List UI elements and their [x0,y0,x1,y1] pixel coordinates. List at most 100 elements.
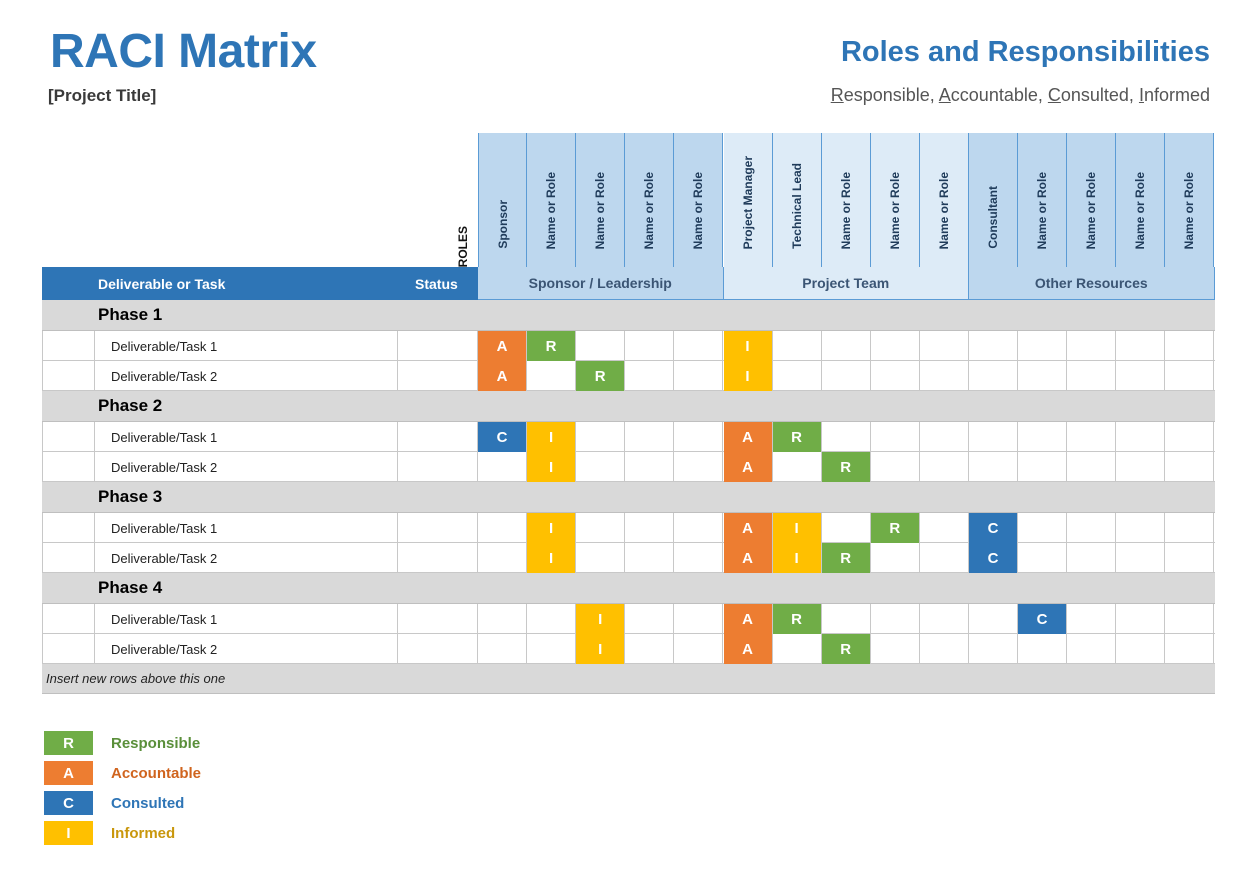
raci-cell[interactable] [969,331,1018,361]
role-header-4[interactable]: Name or Role [625,133,675,267]
status-cell[interactable] [398,452,478,482]
raci-cell[interactable] [674,361,724,391]
status-cell[interactable] [398,604,478,634]
raci-cell[interactable] [920,452,969,482]
role-header-2[interactable]: Name or Role [527,133,577,267]
raci-cell[interactable]: A [723,604,773,634]
raci-cell[interactable] [920,422,969,452]
raci-cell[interactable] [1067,331,1117,361]
raci-cell[interactable] [1067,543,1117,573]
raci-cell[interactable] [871,422,920,452]
raci-cell[interactable] [1116,422,1166,452]
raci-cell[interactable] [871,452,920,482]
raci-cell[interactable] [674,634,724,664]
raci-cell[interactable]: R [772,604,822,634]
raci-cell[interactable]: I [527,543,577,573]
raci-cell[interactable] [822,513,871,543]
raci-cell[interactable]: R [772,422,822,452]
phase-label[interactable]: Phase 3 [98,487,163,506]
row-index-cell[interactable] [42,634,95,664]
raci-cell[interactable] [871,543,920,573]
raci-cell[interactable]: A [478,361,527,391]
raci-cell[interactable] [920,331,969,361]
raci-cell[interactable] [1067,422,1117,452]
raci-cell[interactable] [1018,513,1068,543]
raci-cell[interactable]: R [821,452,871,482]
phase-label[interactable]: Phase 4 [98,578,163,597]
raci-cell[interactable] [1116,331,1166,361]
raci-cell[interactable] [478,543,527,573]
row-index-cell[interactable] [42,452,95,482]
raci-cell[interactable] [969,361,1018,391]
role-header-3[interactable]: Name or Role [576,133,626,267]
raci-cell[interactable] [1067,513,1117,543]
raci-cell[interactable] [625,331,675,361]
raci-cell[interactable] [822,331,871,361]
raci-cell[interactable]: A [723,422,773,452]
raci-cell[interactable]: I [723,361,773,391]
raci-cell[interactable] [1116,361,1166,391]
raci-cell[interactable]: R [527,331,577,361]
raci-cell[interactable] [871,361,920,391]
role-header-1[interactable]: Sponsor [478,133,527,267]
raci-cell[interactable]: R [870,513,920,543]
status-cell[interactable] [398,543,478,573]
raci-cell[interactable] [674,604,724,634]
raci-cell[interactable] [1067,452,1117,482]
raci-cell[interactable] [1018,452,1068,482]
raci-cell[interactable]: R [576,361,626,391]
task-name-cell[interactable]: Deliverable/Task 1 [95,422,398,452]
raci-cell[interactable] [1018,422,1068,452]
role-header-9[interactable]: Name or Role [870,133,920,267]
raci-cell[interactable] [1116,634,1166,664]
raci-cell[interactable] [576,543,626,573]
project-title[interactable]: [Project Title] [48,86,157,105]
raci-cell[interactable] [527,634,577,664]
role-header-14[interactable]: Name or Role [1116,133,1166,267]
raci-cell[interactable] [576,513,626,543]
raci-cell[interactable] [1165,331,1215,361]
raci-cell[interactable] [625,513,675,543]
raci-cell[interactable] [527,604,577,634]
raci-cell[interactable] [822,604,871,634]
task-name-cell[interactable]: Deliverable/Task 1 [95,513,398,543]
raci-cell[interactable] [1067,604,1117,634]
raci-cell[interactable]: A [478,331,527,361]
raci-cell[interactable] [1165,361,1215,391]
raci-cell[interactable] [478,604,527,634]
raci-cell[interactable]: A [723,513,773,543]
raci-cell[interactable] [822,361,871,391]
row-index-cell[interactable] [42,331,95,361]
status-cell[interactable] [398,634,478,664]
raci-cell[interactable] [527,361,577,391]
raci-cell[interactable] [1165,422,1215,452]
row-index-cell[interactable] [42,422,95,452]
phase-label[interactable]: Phase 2 [98,396,163,415]
raci-cell[interactable] [1165,543,1215,573]
role-header-12[interactable]: Name or Role [1018,133,1068,267]
raci-cell[interactable]: R [821,543,871,573]
task-name-cell[interactable]: Deliverable/Task 2 [95,543,398,573]
raci-cell[interactable] [674,422,724,452]
raci-cell[interactable] [625,634,675,664]
role-header-6[interactable]: Project Manager [723,133,773,267]
raci-cell[interactable]: I [576,604,626,634]
raci-cell[interactable] [969,422,1018,452]
raci-cell[interactable] [576,422,626,452]
raci-cell[interactable] [1018,634,1068,664]
raci-cell[interactable]: R [821,634,871,664]
raci-cell[interactable] [1165,634,1215,664]
raci-cell[interactable] [773,331,822,361]
raci-cell[interactable] [920,634,969,664]
raci-cell[interactable]: C [478,422,527,452]
raci-cell[interactable]: C [1018,604,1068,634]
raci-cell[interactable] [920,361,969,391]
raci-cell[interactable] [1018,543,1068,573]
raci-cell[interactable] [822,422,871,452]
task-name-cell[interactable]: Deliverable/Task 1 [95,331,398,361]
raci-cell[interactable] [1116,543,1166,573]
status-cell[interactable] [398,422,478,452]
raci-cell[interactable] [1165,452,1215,482]
raci-cell[interactable] [625,422,675,452]
task-name-cell[interactable]: Deliverable/Task 2 [95,634,398,664]
